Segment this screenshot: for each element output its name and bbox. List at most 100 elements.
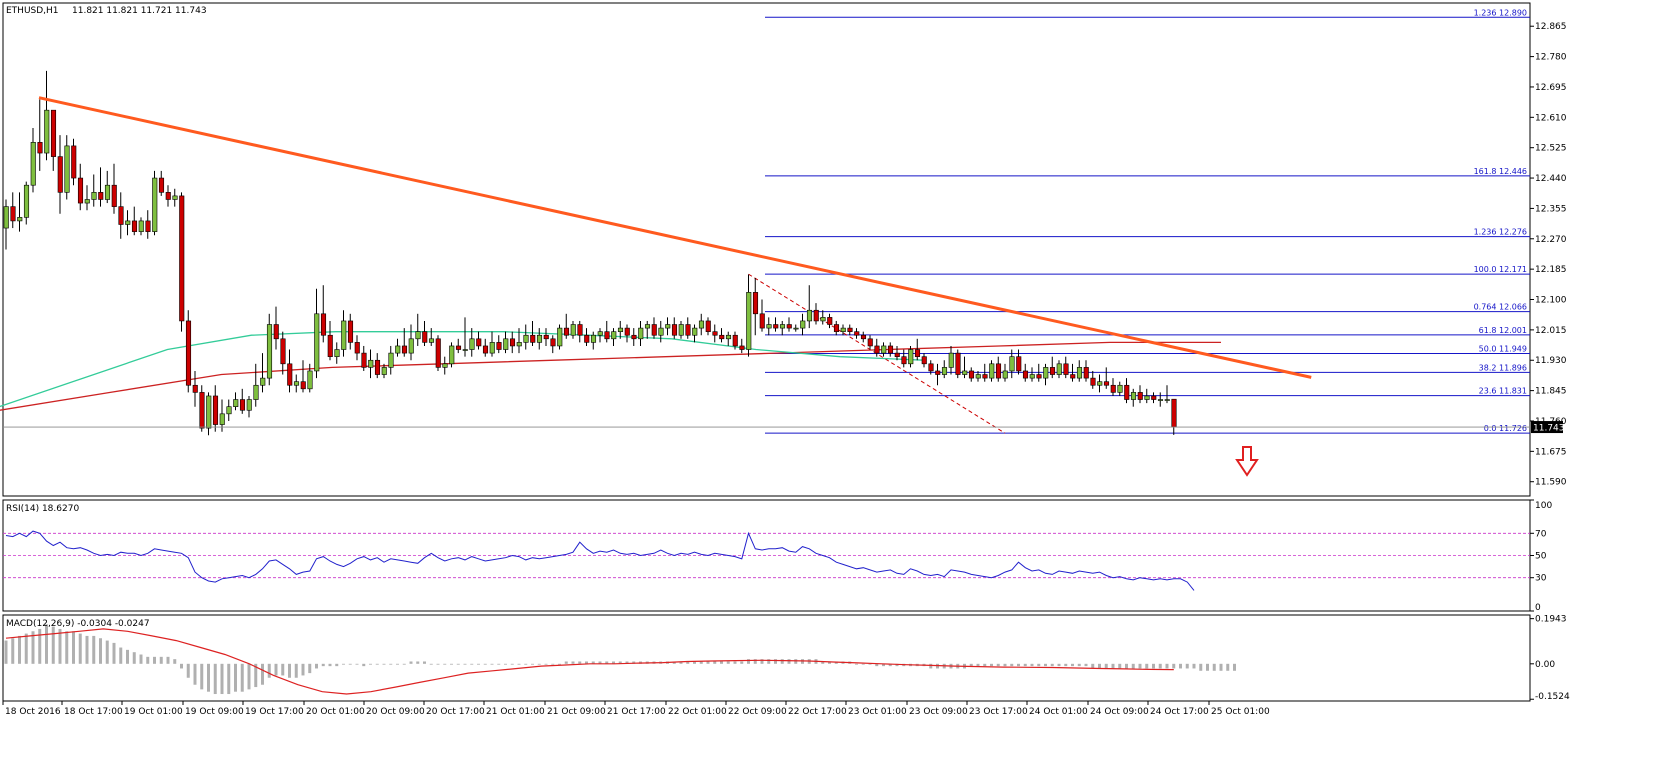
macd-histogram-bar [1037,663,1041,667]
time-axis-label: 24 Oct 01:00 [1029,707,1088,717]
macd-histogram-bar [564,661,568,664]
candle-body [98,192,104,200]
macd-histogram-bar [996,663,1000,667]
candle-body [428,338,435,343]
macd-histogram-bar [821,661,825,664]
candle-body [449,345,455,365]
candle-body [125,220,131,225]
macd-histogram-bar [335,663,339,667]
candle-body [719,334,725,340]
ma-slow-line [0,341,1221,411]
macd-histogram-bar [868,663,872,665]
time-axis-label: 20 Oct 01:00 [306,707,365,717]
macd-histogram-bar [477,663,480,665]
candle-body [854,331,860,336]
macd-histogram-bar [234,663,237,692]
macd-histogram-bar [51,626,55,664]
macd-histogram-bar [119,647,123,664]
macd-histogram-bar [369,663,372,665]
macd-histogram-bar [1131,663,1135,669]
candle-body [847,327,853,332]
macd-histogram-bar [315,663,318,669]
ohlc-values: 11.821 11.821 11.721 11.743 [72,6,207,16]
candle-body [1049,367,1056,375]
candle-body [1164,399,1170,401]
candle-body [766,324,772,329]
macd-histogram-bar [558,663,561,665]
candle-body [361,352,367,368]
macd-histogram-bar [571,661,575,664]
candle-body [104,184,111,200]
macd-histogram-bar [294,663,298,678]
rsi-axis-label: 30 [1535,574,1547,584]
macd-histogram-bar [612,661,615,664]
macd-histogram-bar [463,663,467,665]
macd-histogram-bar [490,663,494,665]
candle-body [307,370,313,390]
rsi-line [5,530,1195,591]
candle-body [833,324,840,332]
macd-axis-label: 0.1943 [1535,615,1567,625]
macd-histogram-bar [92,635,96,664]
macd-histogram-bar [45,624,48,664]
candle-body [1144,395,1150,400]
candle-body [698,320,705,329]
macd-histogram-bar [220,663,224,695]
bearish-trendline[interactable] [38,96,1312,379]
candle-body [179,195,185,322]
macd-histogram-bar [146,656,150,664]
candle-body [30,142,36,186]
candle-body [793,327,799,330]
candle-body [354,342,360,354]
candle-body [739,345,745,350]
macd-histogram-bar [1125,663,1128,669]
macd-histogram-bar [1165,663,1169,669]
macd-histogram-bar [301,663,305,676]
candle-body [779,324,786,329]
macd-histogram-bar [396,663,399,665]
candle-body [813,309,819,322]
candle-body [273,324,279,340]
ma-fast-line [0,331,925,408]
candle-body [624,327,630,336]
macd-histogram-bar [618,661,622,664]
candle-body [1022,370,1029,379]
macd-histogram-bar [787,659,791,664]
macd-histogram-bar [261,663,264,685]
candle-body [1063,363,1069,375]
rsi-title: RSI(14) 18.6270 [6,504,79,514]
price-axis-label: 12.270 [1535,235,1567,245]
candle-body [482,345,489,354]
macd-histogram-bar [362,663,366,667]
candle-body [617,327,624,332]
macd-histogram-bar [1098,663,1101,669]
macd-histogram-bar [389,663,393,665]
price-axis-label: 12.015 [1535,326,1567,336]
candle-body [827,317,833,325]
macd-histogram-bar [1185,663,1189,669]
macd-histogram-bar [774,659,777,664]
candle-body [962,370,968,375]
macd-histogram-bar [1044,663,1047,667]
price-axis-label: 12.525 [1535,144,1567,154]
candle-body [665,324,671,329]
macd-histogram-bar [402,663,406,665]
macd-histogram-bar [1138,663,1142,669]
candle-body [901,356,907,365]
candle-body [44,109,50,154]
candle-body [651,324,657,336]
candle-body [523,334,529,343]
price-axis-label: 12.440 [1535,174,1567,184]
candle-body [469,338,475,350]
macd-histogram-bar [321,663,325,667]
candle-body [1124,384,1130,400]
time-axis-label: 19 Oct 09:00 [185,707,244,717]
macd-histogram-bar [1091,663,1095,669]
candle-body [185,320,192,386]
candle-body [1009,356,1015,372]
macd-histogram-bar [706,661,710,664]
chart-title: ETHUSD,H1 [6,6,59,16]
macd-histogram-bar [780,659,784,664]
macd-histogram-bar [153,656,156,664]
